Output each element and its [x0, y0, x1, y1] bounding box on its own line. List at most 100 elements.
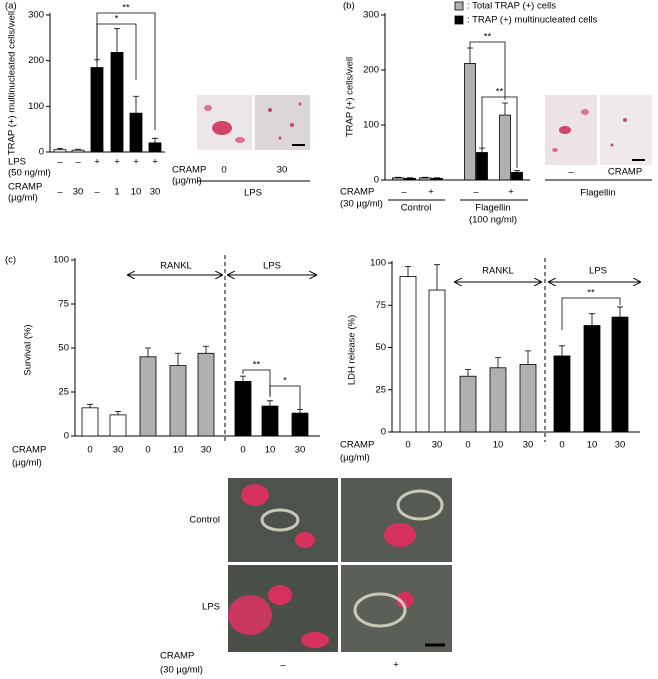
- y-tick-label: 50: [58, 343, 69, 354]
- condition-value: +: [94, 157, 100, 168]
- significance-label: **: [122, 3, 130, 14]
- legend-swatch: [454, 1, 464, 11]
- column-label: –: [280, 660, 286, 671]
- y-tick-label: 100: [53, 255, 69, 266]
- annotation: LPS: [589, 266, 607, 277]
- y-tick-label: 200: [363, 65, 379, 76]
- annotation: RANKL: [160, 261, 192, 272]
- condition-value: 30: [150, 187, 161, 198]
- inset-caption: Flagellin: [580, 188, 615, 199]
- significance-bracket: [242, 369, 271, 395]
- error-bar: [133, 95, 139, 114]
- error-bar: [495, 357, 501, 368]
- bar: [169, 365, 187, 437]
- x-tick-label: 10: [587, 440, 598, 451]
- bar: [139, 356, 157, 437]
- bar: [129, 112, 143, 153]
- legend-label: : Total TRAP (+) cells: [467, 1, 556, 12]
- bar: [392, 177, 404, 181]
- x-tick-label: 0: [145, 445, 150, 456]
- bar: [459, 375, 477, 433]
- significance-bracket: [561, 297, 621, 330]
- condition-label: LPS: [8, 157, 26, 168]
- error-bar: [175, 352, 181, 366]
- panel-label: (a): [5, 1, 17, 12]
- error-bar: [589, 313, 595, 326]
- condition-value: –: [57, 187, 63, 198]
- x-tick-label: +: [508, 187, 514, 198]
- bar: [489, 367, 507, 433]
- x-tick-label: +: [428, 187, 434, 198]
- group-label: Flagellin: [475, 203, 510, 214]
- y-tick-label: 25: [375, 384, 386, 395]
- significance-bracket: [469, 41, 506, 100]
- inset-column: –: [568, 167, 574, 178]
- error-bar: [407, 177, 413, 179]
- significance-label: **: [253, 360, 261, 371]
- bar: [476, 152, 488, 181]
- condition-value: 30: [73, 187, 84, 198]
- condition-label: CRAMP: [8, 182, 42, 193]
- bar: [464, 63, 476, 181]
- bar: [234, 381, 252, 437]
- y-tick-label: 100: [363, 120, 379, 131]
- x-tick-label: 30: [432, 440, 443, 451]
- y-tick-label: 0: [64, 431, 69, 442]
- x-tick-label: 30: [201, 445, 212, 456]
- condition-value: –: [57, 157, 63, 168]
- x-tick-label: 30: [523, 440, 534, 451]
- x-axis-unit: (µg/ml): [340, 453, 370, 464]
- error-bar: [434, 264, 440, 291]
- x-tick-label: 30: [615, 440, 626, 451]
- condition-value: +: [152, 157, 158, 168]
- legend-label: : TRAP (+) multinucleated cells: [467, 15, 598, 26]
- error-bar: [152, 137, 158, 143]
- micrograph-grid: [228, 478, 452, 652]
- bar: [404, 177, 416, 181]
- y-tick-label: 0: [374, 175, 379, 186]
- x-tick-label: 0: [559, 440, 564, 451]
- error-bar: [75, 148, 81, 151]
- error-bar: [465, 369, 471, 377]
- y-tick-label: 75: [375, 300, 386, 311]
- x-tick-label: 10: [265, 445, 276, 456]
- condition-value: +: [133, 157, 139, 168]
- bar: [261, 405, 279, 437]
- y-tick-label: 300: [363, 10, 379, 21]
- bar: [519, 363, 537, 433]
- bar: [431, 177, 443, 181]
- x-tick-label: –: [401, 187, 407, 198]
- error-bar: [479, 147, 485, 153]
- inset-column: 0: [221, 165, 226, 176]
- error-bar: [267, 400, 273, 407]
- y-axis-label: LDH release (%): [347, 315, 358, 385]
- x-tick-label: 30: [113, 445, 124, 456]
- condition-value: 1: [114, 187, 119, 198]
- x-tick-label: –: [473, 187, 479, 198]
- condition-unit: (µg/ml): [8, 193, 38, 204]
- error-bar: [203, 345, 209, 354]
- error-bar: [514, 170, 520, 173]
- micrograph-unit: (30 µg/ml): [160, 665, 203, 676]
- x-tick-label: 0: [87, 445, 92, 456]
- inset-images-a: [197, 95, 310, 150]
- row-label: LPS: [202, 602, 220, 613]
- error-bar: [422, 176, 428, 178]
- y-tick-label: 100: [370, 258, 386, 269]
- x-tick-label: 0: [240, 445, 245, 456]
- y-tick-label: 0: [381, 427, 386, 438]
- error-bar: [297, 409, 303, 414]
- x-axis-label: CRAMP: [340, 440, 374, 451]
- inset-label: CRAMP: [172, 165, 206, 176]
- bar: [148, 142, 162, 153]
- x-axis-unit: (30 µg/ml): [340, 199, 383, 210]
- significance-label: *: [283, 376, 287, 387]
- condition-value: 10: [131, 187, 142, 198]
- condition-value: –: [94, 187, 100, 198]
- inset-column: CRAMP: [608, 167, 642, 178]
- bar: [499, 114, 511, 181]
- y-axis-label: TRAP (+) cells/well: [345, 57, 356, 137]
- x-tick-label: 10: [493, 440, 504, 451]
- bar: [428, 289, 446, 433]
